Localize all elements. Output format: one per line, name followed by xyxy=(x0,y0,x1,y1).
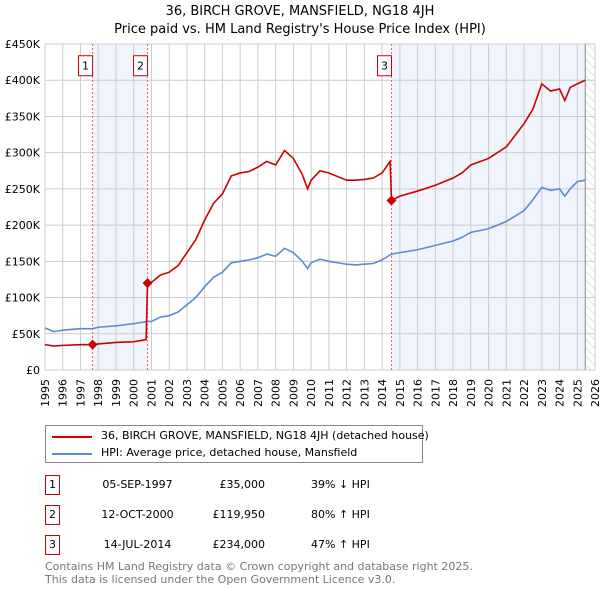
x-tick-label: 2019 xyxy=(465,379,478,407)
transaction-number: 1 xyxy=(45,475,60,495)
legend-swatch xyxy=(52,436,92,438)
sale-number-label: 2 xyxy=(137,60,144,73)
transaction-price: £35,000 xyxy=(219,478,266,491)
x-tick-label: 2017 xyxy=(429,379,442,407)
hpi-line xyxy=(44,179,586,333)
x-tick-label: 2025 xyxy=(571,379,584,407)
y-tick-label: £0 xyxy=(26,364,40,377)
x-tick-label: 2006 xyxy=(234,379,247,407)
transaction-price: £234,000 xyxy=(212,538,266,551)
footer-licence: This data is licensed under the Open Gov… xyxy=(45,573,396,586)
x-tick-label: 2002 xyxy=(163,379,176,407)
transaction-hpi: 39% ↓ HPI xyxy=(311,478,370,491)
sale-point xyxy=(142,278,153,289)
x-tick-label: 2008 xyxy=(270,379,283,407)
x-tick-label: 2009 xyxy=(287,379,300,407)
y-tick-label: £200K xyxy=(5,219,41,232)
x-tick-label: 2023 xyxy=(536,379,549,407)
transaction-number: 3 xyxy=(45,535,60,555)
y-tick-label: £150K xyxy=(5,255,41,268)
footer: Contains HM Land Registry data © Crown c… xyxy=(45,560,473,586)
y-tick-label: £450K xyxy=(5,38,41,51)
x-tick-label: 2003 xyxy=(181,379,194,407)
x-tick-label: 2015 xyxy=(394,379,407,407)
legend-label: HPI: Average price, detached house, Mans… xyxy=(101,446,358,459)
y-tick-label: £250K xyxy=(5,183,41,196)
x-tick-label: 2021 xyxy=(500,379,513,407)
x-tick-label: 2000 xyxy=(128,379,141,407)
x-tick-label: 1995 xyxy=(39,379,52,407)
y-tick-label: £50K xyxy=(12,328,41,341)
x-tick-label: 2011 xyxy=(323,379,336,407)
legend-label: 36, BIRCH GROVE, MANSFIELD, NG18 4JH (de… xyxy=(101,429,429,442)
x-tick-label: 1999 xyxy=(110,379,123,407)
chart-title: 36, BIRCH GROVE, MANSFIELD, NG18 4JH xyxy=(165,4,435,19)
x-tick-label: 2005 xyxy=(216,379,229,407)
transaction-price: £119,950 xyxy=(212,508,266,521)
x-tick-label: 2024 xyxy=(554,379,567,407)
x-tick-label: 1998 xyxy=(92,379,105,407)
x-tick-label: 2001 xyxy=(145,379,158,407)
x-tick-label: 2026 xyxy=(589,379,600,407)
x-tick-label: 2013 xyxy=(358,379,371,407)
x-tick-label: 2010 xyxy=(305,379,318,407)
ownership-shade xyxy=(92,44,148,370)
transaction-date: 12-OCT-2000 xyxy=(101,508,174,521)
transaction-date: 14-JUL-2014 xyxy=(103,538,172,551)
x-tick-label: 2022 xyxy=(518,379,531,407)
x-tick-label: 2004 xyxy=(199,379,212,407)
y-tick-label: £300K xyxy=(5,147,41,160)
transaction-hpi: 47% ↑ HPI xyxy=(311,538,370,551)
sale-number-label: 1 xyxy=(82,60,89,73)
transaction-row: 1 05-SEP-1997 £35,000 39% ↓ HPI xyxy=(45,475,445,495)
transaction-row: 2 12-OCT-2000 £119,950 80% ↑ HPI xyxy=(45,505,445,525)
future-hatch xyxy=(585,44,595,370)
sale-number-box xyxy=(78,55,94,77)
y-tick-label: £400K xyxy=(5,74,41,87)
x-tick-label: 2016 xyxy=(412,379,425,407)
x-tick-label: 2012 xyxy=(341,379,354,407)
transaction-number: 2 xyxy=(45,505,60,525)
x-tick-label: 1996 xyxy=(57,379,70,407)
y-tick-label: £100K xyxy=(5,292,41,305)
transaction-hpi: 80% ↑ HPI xyxy=(311,508,370,521)
sale-number-box xyxy=(133,55,149,77)
sale-point xyxy=(87,339,98,350)
transaction-row: 3 14-JUL-2014 £234,000 47% ↑ HPI xyxy=(45,535,445,555)
price-chart: 1995 1996 1997 1998 1999 2000 2001 2002 2003 2004… xyxy=(5,38,600,407)
y-tick-label: £350K xyxy=(5,110,41,123)
sale-number-box xyxy=(377,55,392,77)
footer-copyright: Contains HM Land Registry data © Crown c… xyxy=(45,560,473,573)
transaction-date: 05-SEP-1997 xyxy=(102,478,173,491)
x-tick-label: 2018 xyxy=(447,379,460,407)
x-tick-label: 2020 xyxy=(483,379,496,407)
chart-subtitle: Price paid vs. HM Land Registry's House … xyxy=(114,22,486,37)
x-tick-label: 1997 xyxy=(74,379,87,407)
x-tick-label: 2007 xyxy=(252,379,265,407)
sale-point xyxy=(386,195,397,206)
x-tick-label: 2014 xyxy=(376,379,389,407)
sale-number-label: 3 xyxy=(381,60,388,73)
legend: 36, BIRCH GROVE, MANSFIELD, NG18 4JH (de… xyxy=(45,425,429,463)
legend-swatch xyxy=(52,453,92,455)
